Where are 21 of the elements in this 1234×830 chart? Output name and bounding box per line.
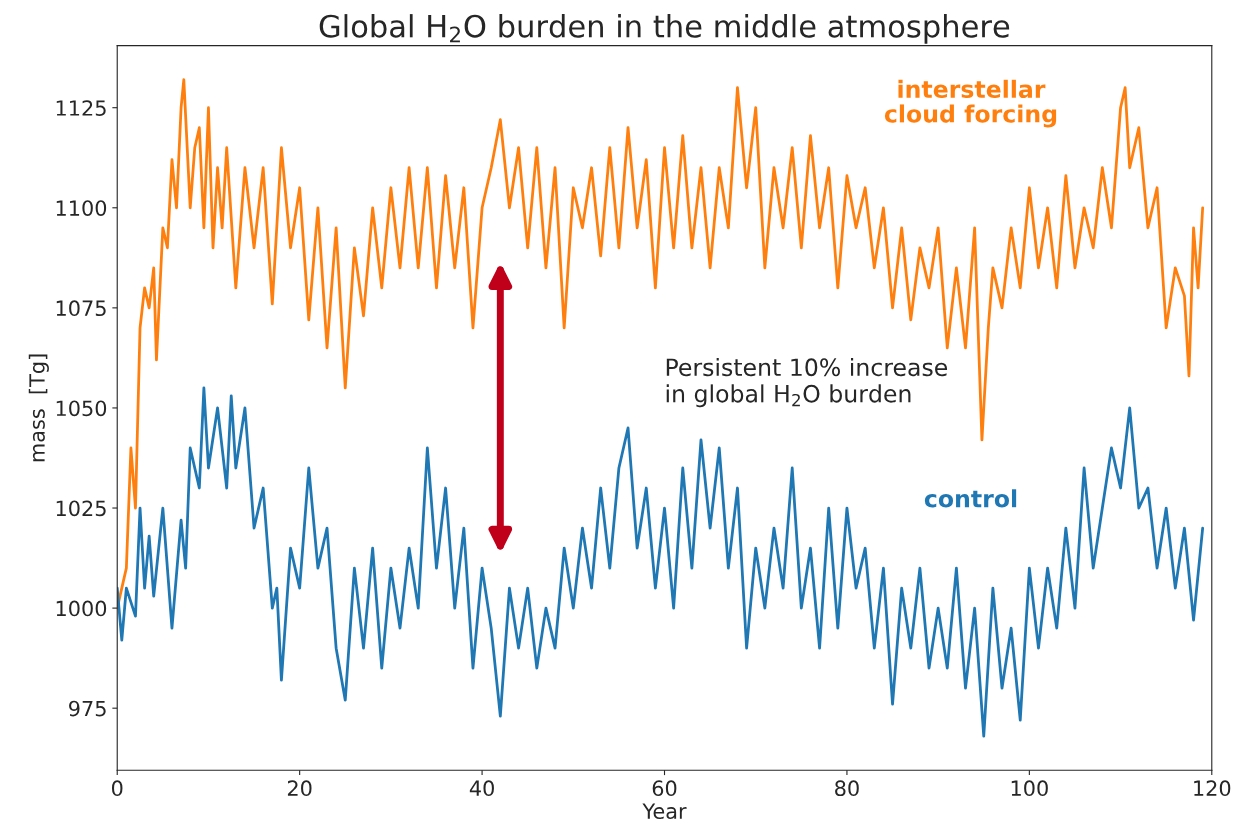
y-tick-label: 975 — [69, 700, 106, 717]
annotation: Persistent 10% increase in global H$_{2}$O burden — [666, 357, 948, 408]
x-tick-label: 80 — [835, 780, 859, 797]
x-axis-title: Year — [642, 803, 687, 820]
text: control — [924, 489, 1017, 508]
x-tick-label: 100 — [1011, 780, 1048, 797]
x-tick-label: 120 — [1194, 780, 1231, 797]
text: interstellar cloud forcing — [884, 79, 1057, 128]
line-series — [117, 386, 1205, 738]
y-axis-title: mass [Tg] — [28, 354, 49, 462]
chart-title: Global H$_{2}$O burden in the middle atmosphere — [319, 14, 1010, 44]
y-tick-label: 1125 — [56, 100, 106, 116]
x-tick-label: 0 — [111, 780, 123, 797]
y-tick-label: 1025 — [56, 500, 106, 517]
y-tick-label: 1100 — [56, 200, 107, 216]
x-tick-label: 60 — [652, 780, 677, 797]
x-tick-label: 40 — [469, 780, 494, 797]
x-tick-label: 20 — [287, 780, 312, 797]
y-tick-label: 1050 — [56, 400, 107, 417]
y-tick-label: 1075 — [56, 300, 106, 317]
y-tick-label: 1000 — [56, 600, 107, 617]
